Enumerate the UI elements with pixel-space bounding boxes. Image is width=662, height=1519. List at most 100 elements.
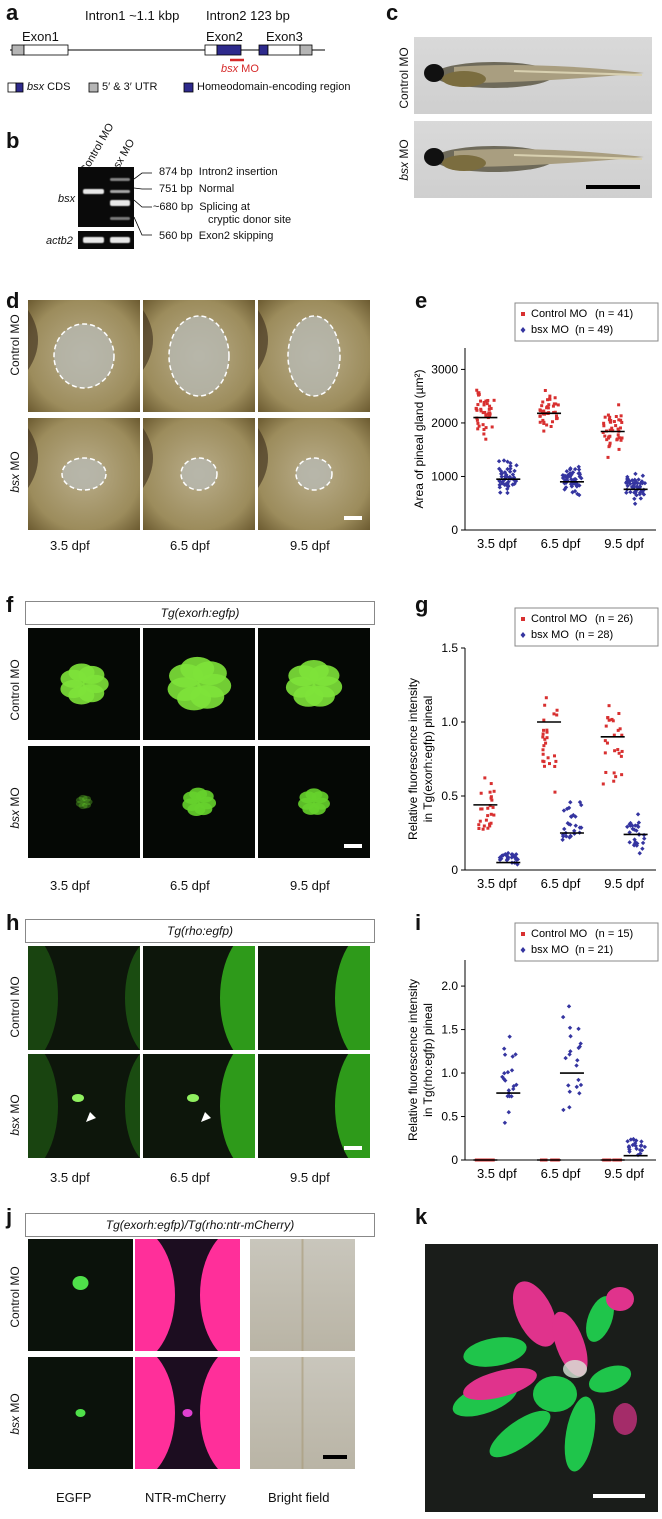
data-point (628, 489, 633, 495)
data-point (512, 468, 517, 474)
data-point (490, 425, 494, 429)
data-point (601, 782, 605, 786)
panel-g-chart: 0 0.5 1.0 1.5 3.5 dpf 6.5 dpf 9.5 dpf Relative … (406, 607, 659, 891)
legend-name: bsx MO (531, 944, 569, 956)
data-point (489, 812, 493, 816)
data-point (576, 1077, 581, 1083)
data-point (538, 408, 542, 412)
data-point (642, 1144, 648, 1150)
data-point (542, 421, 546, 425)
data-point (478, 819, 482, 823)
data-point (603, 434, 607, 438)
y-tick-label: 1000 (431, 469, 458, 483)
data-point (640, 846, 645, 851)
panel-j-image-r2-c1 (28, 1357, 133, 1469)
data-point (617, 403, 621, 407)
data-point (552, 712, 556, 716)
panel-h-image-r1-c2 (143, 946, 255, 1050)
data-point (543, 703, 547, 707)
data-point (610, 426, 614, 430)
panel-f-row-bsx: bsx MO (8, 787, 22, 829)
data-point (476, 421, 480, 425)
panel-d-image-r2-c3 (258, 418, 370, 530)
x-tick-label: 6.5 dpf (541, 876, 581, 891)
band-751: 751 bp Normal (159, 183, 235, 195)
data-point (614, 775, 618, 779)
data-point (552, 410, 556, 414)
data-point (502, 1120, 508, 1126)
data-point (566, 1004, 572, 1009)
panel-k-image (425, 1244, 658, 1512)
data-point (475, 408, 479, 412)
data-point (542, 764, 546, 768)
data-point (541, 418, 545, 422)
panel-j-image-r1-c2 (135, 1239, 240, 1351)
data-point (616, 728, 620, 732)
data-point (551, 420, 555, 424)
data-point (502, 1071, 507, 1076)
data-point (490, 798, 494, 802)
panel-f-banner: Tg(exorh:egfp) (25, 601, 375, 625)
legend-name: Control MO (531, 613, 588, 625)
panel-d-row-control: Control MO (8, 314, 22, 376)
data-point (632, 501, 638, 506)
data-point (555, 708, 559, 712)
data-point (607, 704, 611, 708)
data-point (486, 806, 490, 810)
data-point (541, 400, 545, 404)
data-point (484, 399, 488, 403)
data-point (619, 414, 623, 418)
gel-image-actb2 (78, 231, 134, 249)
data-point (547, 762, 551, 766)
data-point (574, 1084, 579, 1090)
intron2-label: Intron2 123 bp (206, 8, 290, 23)
y-tick-label: 1.5 (441, 641, 458, 655)
data-point (488, 822, 492, 826)
data-point (560, 832, 566, 837)
data-point (568, 466, 573, 471)
panel-e-label: e (415, 288, 428, 313)
y-tick-label: 1.0 (441, 715, 458, 729)
y-tick-label: 0 (451, 863, 458, 877)
data-point (618, 727, 622, 731)
exon2-label: Exon2 (206, 29, 243, 44)
data-point (617, 711, 621, 715)
data-point (507, 1034, 512, 1039)
data-point (538, 414, 542, 418)
x-tick-label: 9.5 dpf (604, 876, 644, 891)
data-point (635, 812, 641, 817)
data-point (507, 474, 513, 480)
data-point (491, 805, 495, 809)
data-point (545, 405, 549, 409)
y-tick-label: 0 (451, 1153, 458, 1167)
panel-j-image-r2-c2 (135, 1357, 240, 1469)
data-point (553, 410, 557, 414)
data-point (642, 836, 647, 841)
data-point (560, 1014, 566, 1020)
data-point (488, 404, 492, 408)
band-874: 874 bp Intron2 insertion (159, 166, 278, 178)
data-point (477, 424, 481, 428)
data-point (603, 751, 607, 755)
data-point (505, 490, 510, 496)
data-point (486, 398, 490, 402)
data-point (506, 484, 511, 489)
y-tick-label: 2000 (431, 416, 458, 430)
gel-row-bsx: bsx (58, 193, 76, 205)
data-point (620, 773, 624, 777)
legend-n: (n = 41) (595, 308, 633, 320)
panel-b-label: b (6, 128, 20, 153)
gene-structure-diagram (10, 44, 325, 62)
panel-g-label: g (415, 592, 429, 617)
panel-j-col-3: Bright field (268, 1490, 330, 1505)
data-point (615, 437, 619, 441)
panel-j-image-r1-c3 (250, 1239, 355, 1351)
panel-h-image-r2-c3 (258, 1054, 370, 1158)
data-point (552, 754, 556, 758)
data-point (576, 471, 581, 476)
data-point (479, 807, 483, 811)
band-680-cont: cryptic donor site (208, 214, 292, 226)
data-point (632, 478, 638, 483)
panel-c-label: c (386, 0, 399, 25)
data-point (607, 418, 611, 422)
